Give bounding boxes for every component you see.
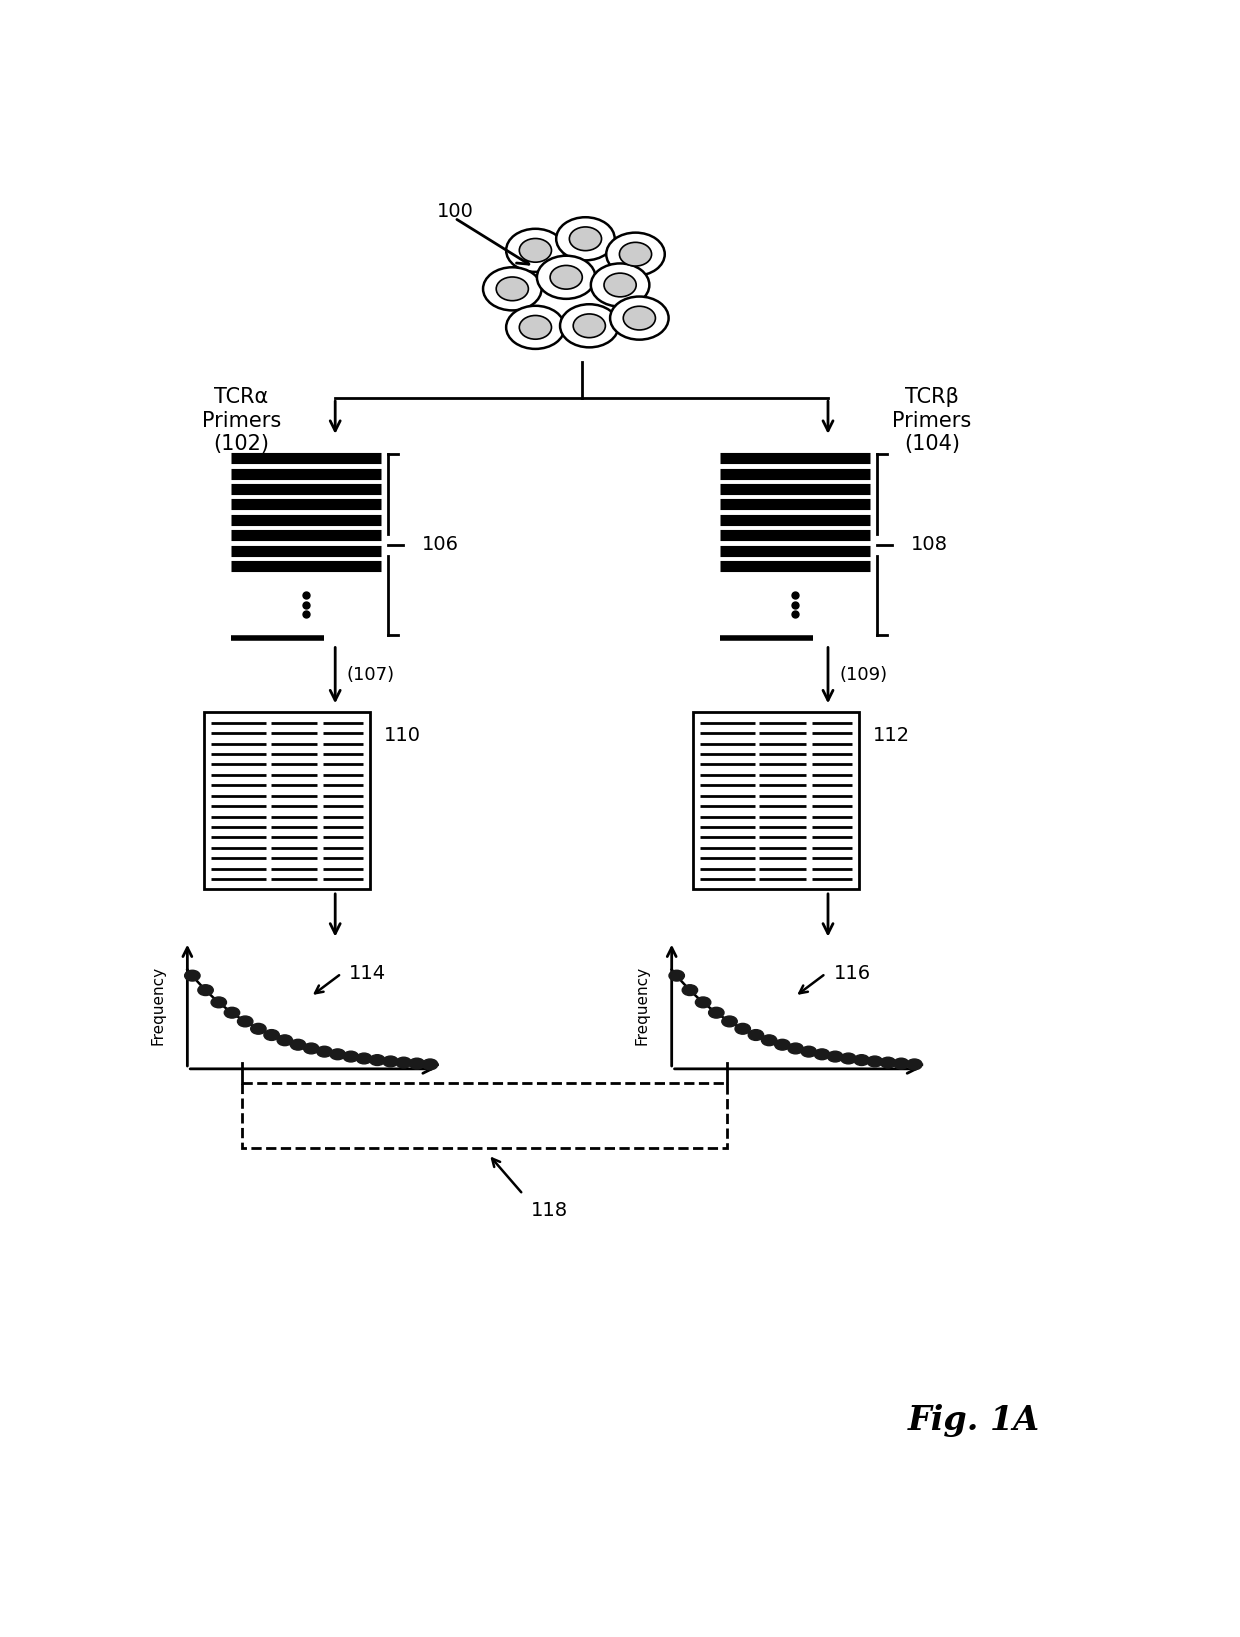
Ellipse shape	[761, 1035, 776, 1046]
Ellipse shape	[880, 1058, 895, 1067]
Ellipse shape	[696, 997, 711, 1008]
Text: 118: 118	[531, 1200, 568, 1220]
Text: 110: 110	[383, 727, 420, 745]
Ellipse shape	[277, 1035, 293, 1046]
Ellipse shape	[590, 264, 650, 306]
Ellipse shape	[330, 1049, 346, 1059]
Text: TCRα
Primers
(102): TCRα Primers (102)	[202, 388, 281, 453]
Ellipse shape	[827, 1051, 843, 1062]
Ellipse shape	[343, 1051, 358, 1062]
Ellipse shape	[211, 997, 227, 1008]
Ellipse shape	[383, 1056, 398, 1067]
Ellipse shape	[423, 1059, 438, 1071]
Ellipse shape	[356, 1053, 372, 1064]
Ellipse shape	[670, 971, 684, 981]
Text: (109): (109)	[839, 666, 888, 684]
Text: Frequency: Frequency	[150, 966, 166, 1044]
Ellipse shape	[894, 1058, 909, 1069]
Ellipse shape	[775, 1039, 790, 1049]
Ellipse shape	[396, 1058, 412, 1067]
Ellipse shape	[551, 265, 583, 290]
Ellipse shape	[610, 296, 668, 339]
Text: 106: 106	[422, 535, 459, 555]
Text: 116: 116	[833, 964, 870, 982]
Text: 100: 100	[436, 203, 474, 221]
Ellipse shape	[815, 1049, 830, 1059]
Ellipse shape	[496, 277, 528, 301]
Ellipse shape	[854, 1054, 869, 1066]
Text: 112: 112	[873, 727, 910, 745]
Ellipse shape	[787, 1043, 804, 1054]
Ellipse shape	[557, 218, 615, 260]
Ellipse shape	[573, 314, 605, 337]
Text: Fig. 1A: Fig. 1A	[908, 1405, 1040, 1437]
Ellipse shape	[370, 1054, 384, 1066]
Ellipse shape	[841, 1053, 856, 1064]
Ellipse shape	[484, 267, 542, 311]
Text: Frequency: Frequency	[635, 966, 650, 1044]
Ellipse shape	[520, 316, 552, 339]
Ellipse shape	[801, 1046, 816, 1058]
Ellipse shape	[506, 229, 564, 272]
Ellipse shape	[198, 985, 213, 995]
Ellipse shape	[409, 1058, 424, 1069]
Bar	[693, 712, 859, 889]
Ellipse shape	[735, 1023, 750, 1035]
Text: 114: 114	[350, 964, 386, 982]
Ellipse shape	[569, 228, 601, 250]
Ellipse shape	[682, 985, 698, 995]
Ellipse shape	[604, 273, 636, 296]
Ellipse shape	[606, 232, 665, 275]
Ellipse shape	[185, 971, 200, 981]
Ellipse shape	[537, 255, 595, 300]
Ellipse shape	[620, 242, 651, 267]
Bar	[242, 1082, 727, 1148]
Ellipse shape	[722, 1017, 738, 1026]
Text: TCRβ
Primers
(104): TCRβ Primers (104)	[893, 388, 972, 453]
Ellipse shape	[708, 1007, 724, 1018]
Ellipse shape	[224, 1007, 239, 1018]
Bar	[205, 712, 370, 889]
Ellipse shape	[748, 1030, 764, 1041]
Text: 108: 108	[911, 535, 949, 555]
Ellipse shape	[304, 1043, 319, 1054]
Ellipse shape	[506, 306, 564, 349]
Ellipse shape	[624, 306, 656, 331]
Ellipse shape	[290, 1039, 306, 1049]
Ellipse shape	[238, 1017, 253, 1026]
Ellipse shape	[264, 1030, 279, 1041]
Ellipse shape	[520, 239, 552, 262]
Ellipse shape	[250, 1023, 267, 1035]
Ellipse shape	[560, 304, 619, 347]
Ellipse shape	[867, 1056, 883, 1067]
Text: (107): (107)	[347, 666, 394, 684]
Ellipse shape	[316, 1046, 332, 1058]
Ellipse shape	[906, 1059, 923, 1071]
